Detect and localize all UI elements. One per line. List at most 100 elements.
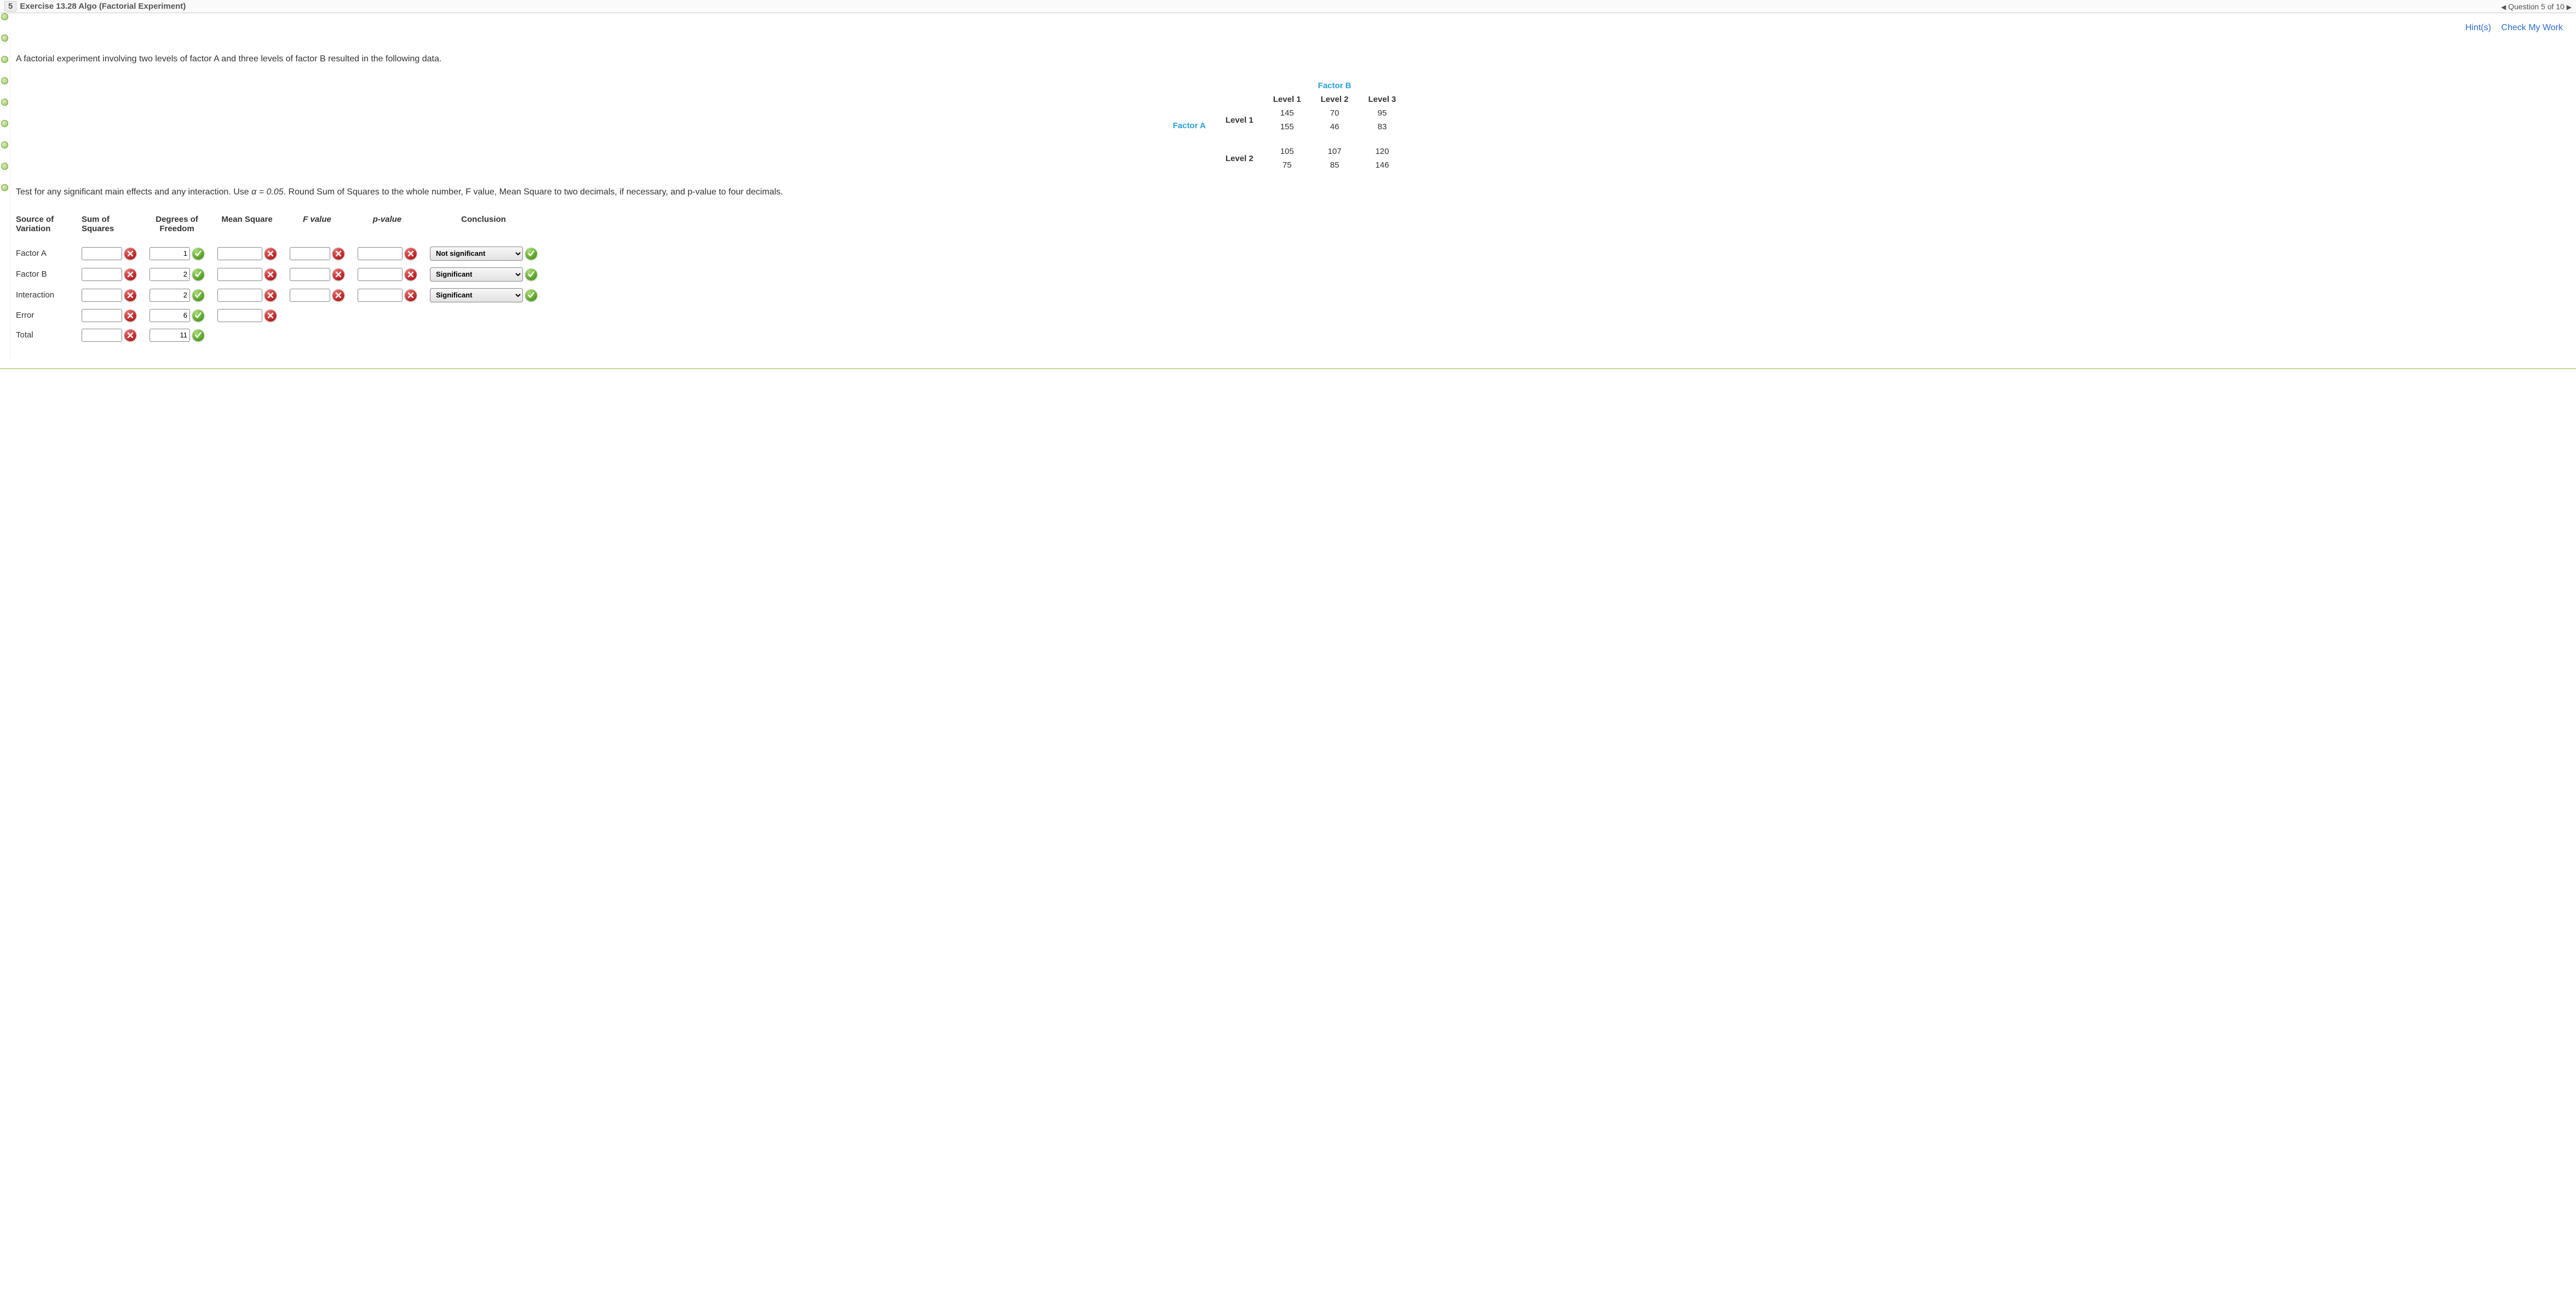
th-source: Source of Variation — [16, 213, 82, 243]
th-ss: Sum of Squares — [82, 213, 150, 243]
ms-input[interactable] — [217, 309, 262, 322]
instructions-post: . Round Sum of Squares to the whole numb… — [284, 187, 783, 197]
ms-input[interactable] — [217, 289, 262, 302]
incorrect-icon — [264, 248, 277, 260]
incorrect-icon — [124, 268, 136, 280]
question-counter: Question 5 of 10 — [2508, 2, 2565, 11]
th-ms: Mean Square — [217, 213, 290, 243]
incorrect-icon — [124, 289, 136, 301]
question-header: 5 Exercise 13.28 Algo (Factorial Experim… — [0, 0, 2576, 13]
prev-question-arrow[interactable]: ◀ — [2501, 3, 2506, 11]
col-head-2: Level 2 — [1311, 93, 1359, 106]
row-head-a1: Level 1 — [1216, 106, 1263, 134]
hints-link[interactable]: Hint(s) — [2465, 23, 2491, 32]
incorrect-icon — [124, 329, 136, 341]
df-input[interactable] — [150, 289, 190, 302]
incorrect-icon — [124, 248, 136, 260]
progress-dot[interactable] — [1, 120, 8, 127]
row-label: Interaction — [16, 285, 82, 306]
next-question-arrow[interactable]: ▶ — [2567, 3, 2572, 11]
left-progress-rail — [0, 13, 9, 191]
cell-a1-b3-r1: 95 — [1359, 106, 1406, 120]
progress-dot[interactable] — [1, 99, 8, 106]
ms-input[interactable] — [217, 268, 262, 281]
correct-icon — [192, 310, 204, 322]
ss-input[interactable] — [82, 329, 122, 342]
correct-icon — [192, 248, 204, 260]
cell-a2-b1-r2: 75 — [1263, 158, 1311, 172]
ms-input[interactable] — [217, 247, 262, 260]
progress-dot[interactable] — [1, 184, 8, 191]
cell-a2-b3-r2: 146 — [1359, 158, 1406, 172]
conclusion-select[interactable]: Not significantSignificant — [430, 267, 523, 282]
ss-input[interactable] — [82, 289, 122, 302]
f-input[interactable] — [290, 268, 330, 281]
check-my-work-link[interactable]: Check My Work — [2501, 23, 2563, 32]
correct-icon — [525, 268, 537, 280]
cell-a1-b3-r2: 83 — [1359, 120, 1406, 134]
header-left: 5 Exercise 13.28 Algo (Factorial Experim… — [4, 1, 186, 12]
th-conclusion: Conclusion — [430, 213, 550, 243]
df-input[interactable] — [150, 309, 190, 322]
f-input[interactable] — [290, 247, 330, 260]
alpha-expression: α = 0.05 — [251, 187, 284, 197]
cell-a1-b1-r1: 145 — [1263, 106, 1311, 120]
anova-row: Interaction Not significantSignificant — [16, 285, 550, 306]
col-head-3: Level 3 — [1359, 93, 1406, 106]
correct-icon — [525, 289, 537, 301]
progress-dot[interactable] — [1, 141, 8, 148]
question-nav: ◀ Question 5 of 10 ▶ — [2501, 2, 2572, 11]
df-input[interactable] — [150, 329, 190, 342]
factor-b-label: Factor B — [1263, 79, 1406, 93]
p-input[interactable] — [358, 289, 403, 302]
p-input[interactable] — [358, 247, 403, 260]
incorrect-icon — [405, 248, 417, 260]
progress-dot[interactable] — [1, 56, 8, 63]
conclusion-select[interactable]: Not significantSignificant — [430, 288, 523, 302]
df-input[interactable] — [150, 247, 190, 260]
anova-table: Source of Variation Sum of Squares Degre… — [16, 213, 550, 345]
correct-icon — [192, 329, 204, 341]
cell-a1-b2-r1: 70 — [1311, 106, 1359, 120]
progress-dot[interactable] — [1, 13, 8, 20]
bottom-divider — [0, 368, 2576, 369]
factorial-data-table: Factor B Level 1 Level 2 Level 3 Level 1… — [1216, 79, 1406, 172]
th-f: F value — [290, 213, 358, 243]
p-input[interactable] — [358, 268, 403, 281]
ss-input[interactable] — [82, 247, 122, 260]
incorrect-icon — [264, 289, 277, 301]
cell-a2-b1-r1: 105 — [1263, 145, 1311, 158]
row-label: Total — [16, 325, 82, 345]
progress-dot[interactable] — [1, 77, 8, 84]
ss-input[interactable] — [82, 309, 122, 322]
instructions-pre: Test for any significant main effects an… — [16, 187, 251, 197]
top-links: Hint(s) Check My Work — [0, 13, 2576, 33]
incorrect-icon — [405, 268, 417, 280]
f-input[interactable] — [290, 289, 330, 302]
cell-a2-b2-r1: 107 — [1311, 145, 1359, 158]
incorrect-icon — [332, 248, 344, 260]
correct-icon — [525, 248, 537, 260]
progress-dot[interactable] — [1, 163, 8, 170]
exercise-title: Exercise 13.28 Algo (Factorial Experimen… — [20, 2, 186, 11]
incorrect-icon — [332, 289, 344, 301]
ss-input[interactable] — [82, 268, 122, 281]
row-label: Factor A — [16, 243, 82, 264]
instructions: Test for any significant main effects an… — [16, 185, 2563, 199]
cell-a2-b3-r1: 120 — [1359, 145, 1406, 158]
anova-row: Error — [16, 306, 550, 325]
cell-a1-b2-r2: 46 — [1311, 120, 1359, 134]
conclusion-select[interactable]: Not significantSignificant — [430, 247, 523, 261]
anova-row: Factor BNot significantSignificant — [16, 264, 550, 285]
cell-a2-b2-r2: 85 — [1311, 158, 1359, 172]
correct-icon — [192, 289, 204, 301]
factor-a-label: Factor A — [1173, 121, 1206, 130]
df-input[interactable] — [150, 268, 190, 281]
anova-row: Total — [16, 325, 550, 345]
row-label: Error — [16, 306, 82, 325]
incorrect-icon — [264, 268, 277, 280]
anova-row: Factor A Not significantSignificant — [16, 243, 550, 264]
th-df: Degrees of Freedom — [150, 213, 217, 243]
progress-dot[interactable] — [1, 35, 8, 42]
question-number-badge: 5 — [4, 1, 16, 12]
